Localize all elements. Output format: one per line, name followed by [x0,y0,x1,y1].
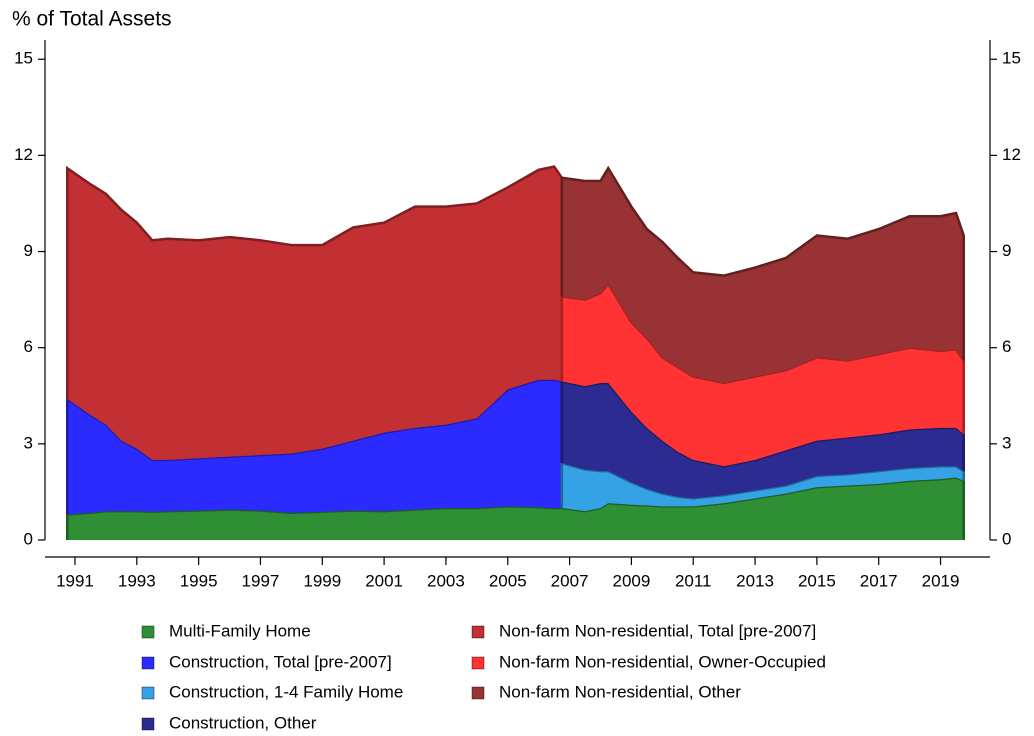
area-edge-shade [66,165,564,399]
plot-area [66,165,965,540]
x-tick-label: 2005 [489,571,527,590]
x-tick-label: 1999 [303,571,341,590]
legend-swatch [141,686,155,700]
x-tick-label: 2003 [427,571,465,590]
legend-swatch [141,656,155,670]
y-tick-label: 9 [24,241,33,260]
area [67,379,562,515]
y-tick-label: 6 [24,337,33,356]
legend-swatch [471,686,485,700]
y-tick-label: 0 [24,529,33,548]
area-edge-shade [560,165,965,361]
legend-swatch [141,717,155,731]
legend-label: Construction, Other [169,713,317,732]
y2-tick-label: 15 [1002,49,1021,68]
legend-label: Non-farm Non-residential, Total [pre-200… [499,621,816,640]
legend-label: Non-farm Non-residential, Other [499,682,741,701]
x-tick-label: 1991 [56,571,94,590]
y2-tick-label: 12 [1002,145,1021,164]
y2-tick-label: 0 [1002,529,1011,548]
area [561,283,964,467]
y-tick-label: 15 [14,49,33,68]
area [561,168,964,383]
x-tick-label: 1997 [242,571,280,590]
x-tick-label: 2015 [798,571,836,590]
area [67,166,562,460]
x-tick-label: 1995 [180,571,218,590]
legend-label: Construction, Total [pre-2007] [169,652,392,671]
legend-swatch [141,625,155,639]
legend-label: Construction, 1-4 Family Home [169,682,403,701]
x-tick-label: 2009 [612,571,650,590]
x-tick-label: 2019 [922,571,960,590]
x-tick-label: 2007 [551,571,589,590]
area [561,463,964,512]
y-axis-title: % of Total Assets [12,8,172,31]
x-tick-label: 2017 [860,571,898,590]
y2-tick-label: 3 [1002,433,1011,452]
x-tick-label: 1993 [118,571,156,590]
x-tick-label: 2001 [365,571,403,590]
y2-tick-label: 6 [1002,337,1011,356]
x-tick-label: 2013 [736,571,774,590]
y-tick-label: 3 [24,433,33,452]
legend-swatch [471,625,485,639]
area-edge [560,165,965,361]
y-tick-label: 12 [14,145,33,164]
x-tick-label: 2011 [675,571,712,590]
legend-label: Non-farm Non-residential, Owner-Occupied [499,652,826,671]
legend-swatch [471,656,485,670]
area [561,381,964,499]
area [67,477,964,540]
y2-tick-label: 9 [1002,241,1011,260]
legend-label: Multi-Family Home [169,621,311,640]
area-edge [66,165,564,399]
